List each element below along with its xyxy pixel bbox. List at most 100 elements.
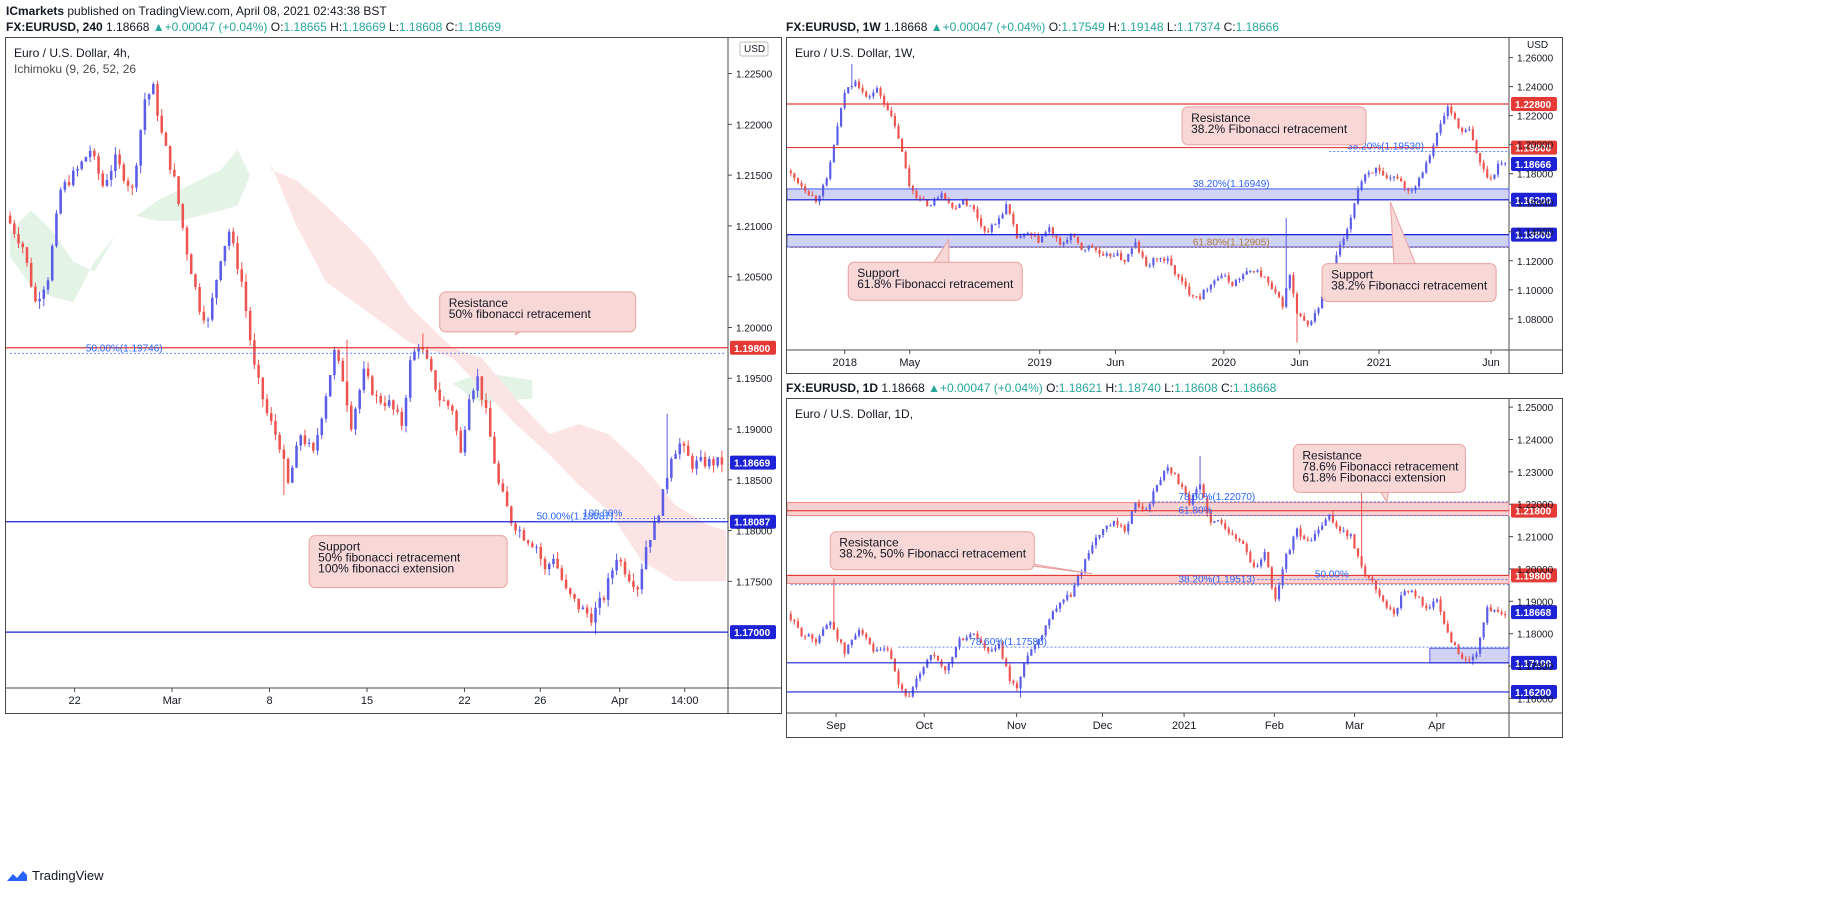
w1-change: +0.00047 (+0.04%) bbox=[942, 20, 1046, 34]
candle-body bbox=[1360, 556, 1363, 567]
candle-body bbox=[493, 436, 496, 464]
candle-body bbox=[1177, 473, 1180, 485]
candle-body bbox=[1184, 486, 1187, 495]
candle-body bbox=[947, 663, 950, 671]
price-label-1.17000: 1.17000 bbox=[734, 628, 771, 639]
up-triangle-icon: ▲ bbox=[928, 381, 940, 395]
callout-text: Resistance bbox=[839, 536, 899, 550]
candle-body bbox=[1421, 597, 1424, 606]
candle-body bbox=[232, 231, 235, 244]
candle-body bbox=[1260, 559, 1263, 566]
candle-body bbox=[1069, 594, 1072, 597]
y-tick-label: 1.22000 bbox=[736, 120, 773, 131]
candle-body bbox=[1450, 632, 1453, 643]
x-tick-label: 15 bbox=[361, 695, 373, 707]
y-tick-label: 1.18500 bbox=[736, 476, 773, 487]
fib-label: 38.20%(1.16949) bbox=[1193, 179, 1270, 190]
candle-body bbox=[703, 457, 707, 467]
candle-body bbox=[265, 399, 269, 414]
candle-body bbox=[670, 458, 673, 478]
candle-body bbox=[1145, 257, 1148, 266]
candle-body bbox=[1234, 280, 1238, 286]
candle-body bbox=[577, 598, 580, 610]
candle-body bbox=[1119, 525, 1123, 527]
candle-body bbox=[1353, 203, 1356, 218]
y-tick-label: 1.22000 bbox=[1517, 112, 1554, 123]
candle-body bbox=[1098, 250, 1101, 254]
candle-body bbox=[1184, 281, 1187, 287]
up-triangle-icon: ▲ bbox=[930, 20, 943, 34]
callout-text: Resistance bbox=[449, 296, 509, 310]
candle-body bbox=[1202, 484, 1205, 498]
candle-body bbox=[1396, 176, 1399, 179]
x-tick-label: 2021 bbox=[1172, 720, 1196, 732]
candle-body bbox=[829, 162, 832, 179]
candle-body bbox=[1475, 653, 1478, 657]
price-label-box bbox=[1511, 655, 1557, 670]
h4-chart-panel[interactable]: 1.19800 1.18087 1.17000 1.18669 50.00%(1.197… bbox=[5, 37, 782, 714]
candle-body bbox=[160, 115, 163, 133]
w1-chart-panel[interactable]: 1.22800 1.19800 1.16200 1.13800 1.18666 38.20… bbox=[786, 37, 1563, 374]
h4-open: 1.18665 bbox=[283, 20, 327, 34]
candle-body bbox=[825, 625, 828, 630]
candle-body bbox=[818, 635, 821, 643]
candle-body bbox=[1245, 543, 1248, 553]
d1-high: 1.18740 bbox=[1117, 381, 1161, 395]
candle-body bbox=[832, 145, 835, 163]
candle-body bbox=[206, 319, 210, 321]
candle-body bbox=[814, 195, 818, 202]
y-tick-label: 1.20000 bbox=[1517, 565, 1554, 576]
candle-body bbox=[954, 647, 958, 657]
w1-symbol: FX:EURUSD, 1W bbox=[786, 20, 881, 34]
candle-body bbox=[865, 91, 868, 97]
candle-body bbox=[1206, 289, 1209, 291]
candle-body bbox=[958, 204, 961, 208]
candle-body bbox=[1496, 163, 1500, 175]
candle-body bbox=[850, 639, 853, 645]
candle-body bbox=[1317, 529, 1320, 534]
candle-body bbox=[379, 395, 383, 403]
candle-body bbox=[918, 673, 922, 679]
candle-body bbox=[1461, 127, 1464, 132]
price-label-box bbox=[730, 340, 776, 355]
candle-body bbox=[1198, 484, 1202, 490]
candle-body bbox=[1306, 539, 1309, 541]
candle-body bbox=[979, 218, 983, 227]
candle-body bbox=[947, 199, 950, 204]
candle-body bbox=[850, 86, 853, 88]
candle-body bbox=[1317, 308, 1320, 313]
h4-price: 1.18668 bbox=[106, 20, 150, 34]
candle-body bbox=[922, 667, 925, 674]
candle-body bbox=[80, 161, 83, 169]
candle-body bbox=[1227, 528, 1230, 534]
ichimoku-cloud-red bbox=[271, 164, 727, 582]
candle-body bbox=[1224, 275, 1227, 277]
candle-body bbox=[1400, 178, 1403, 182]
candle-body bbox=[915, 190, 918, 198]
candle-body bbox=[84, 157, 88, 162]
price-label-1.16200: 1.16200 bbox=[1515, 688, 1552, 699]
candle-body bbox=[1030, 649, 1033, 656]
w1-chart-svg: 1.22800 1.19800 1.16200 1.13800 1.18666 38.20… bbox=[787, 38, 1562, 373]
candle-body bbox=[857, 81, 861, 88]
w1-close: 1.18666 bbox=[1235, 20, 1280, 34]
candle-body bbox=[1166, 467, 1169, 471]
candle-body bbox=[954, 207, 958, 209]
d1-price: 1.18668 bbox=[881, 381, 925, 395]
candle-body bbox=[1238, 538, 1241, 541]
candle-body bbox=[976, 633, 979, 640]
candle-body bbox=[1055, 235, 1058, 239]
d1-chart-panel[interactable]: 1.21800 1.19800 1.17100 1.16200 1.18668 78.60… bbox=[786, 398, 1563, 738]
candle-body bbox=[105, 179, 109, 186]
candle-body bbox=[1163, 470, 1166, 480]
candle-body bbox=[854, 635, 857, 640]
candle-body bbox=[1163, 258, 1166, 261]
candle-body bbox=[1378, 167, 1381, 171]
candle-body bbox=[686, 445, 690, 456]
candle-body bbox=[1385, 601, 1388, 608]
candle-body bbox=[1417, 596, 1421, 598]
footer-brand[interactable]: TradingView bbox=[6, 868, 104, 883]
callout-box bbox=[439, 291, 637, 333]
candle-body bbox=[223, 245, 227, 262]
candle-body bbox=[34, 286, 37, 302]
